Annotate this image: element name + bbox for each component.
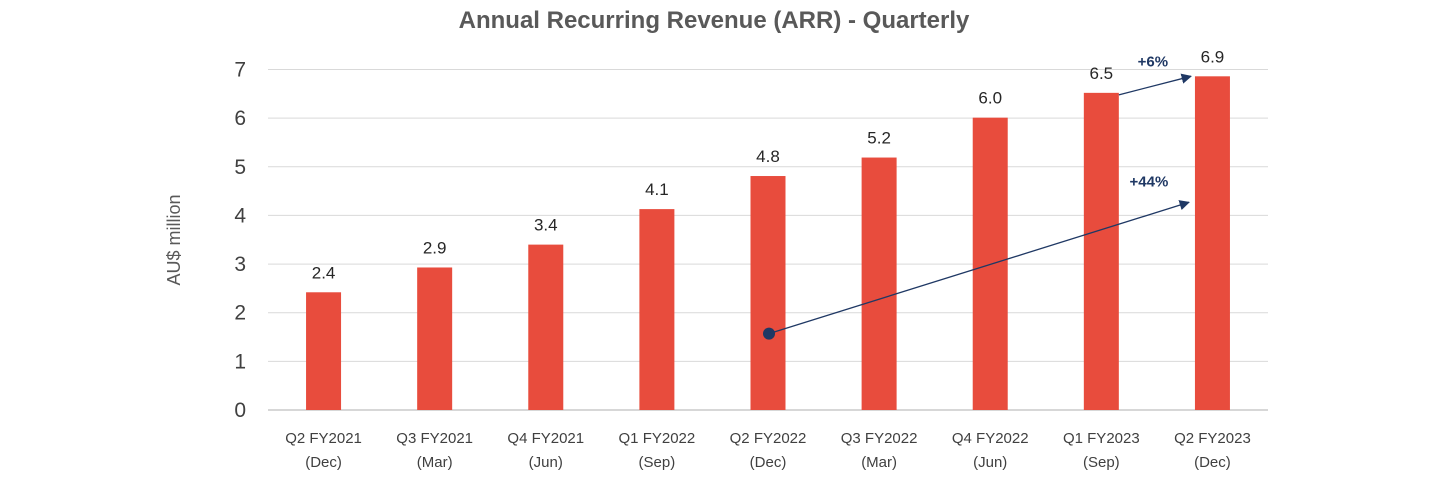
chart-title: Annual Recurring Revenue (ARR) - Quarter…	[459, 7, 970, 34]
x-tick-sublabel: (Dec)	[750, 454, 787, 471]
x-tick-sublabel: (Dec)	[1194, 454, 1231, 471]
y-tick-label: 6	[234, 107, 246, 130]
x-tick-sublabel: (Dec)	[305, 454, 342, 471]
data-labels: 2.4 2.9 3.4 4.1 4.8 5.2 6.0 6.5 6.9	[312, 47, 1225, 282]
x-tick-label: Q2 FY2021	[285, 430, 362, 447]
data-label: 4.8	[756, 147, 780, 166]
x-tick-sublabel: (Jun)	[973, 454, 1007, 471]
bar	[861, 157, 897, 410]
bar	[1083, 92, 1119, 410]
y-tick-label: 5	[234, 156, 246, 179]
data-label: 2.4	[312, 263, 336, 282]
x-tick-label: Q3 FY2022	[841, 430, 918, 447]
y-tick-label: 0	[234, 399, 246, 422]
growth-arrow-yoy	[768, 200, 1190, 335]
bar	[750, 176, 786, 410]
x-tick-sublabel: (Jun)	[529, 454, 563, 471]
x-tick-sublabel: (Sep)	[1083, 454, 1120, 471]
data-label: 6.5	[1090, 64, 1114, 83]
bars	[306, 76, 1230, 410]
y-tick-label: 2	[234, 302, 246, 325]
y-axis-ticks: 0 1 2 3 4 5 6 7	[234, 59, 246, 423]
x-tick-label: Q4 FY2021	[507, 430, 584, 447]
data-label: 2.9	[423, 238, 447, 257]
bar	[639, 209, 675, 410]
y-tick-label: 3	[234, 253, 246, 276]
bar	[1194, 76, 1230, 410]
data-label: 6.0	[978, 89, 1002, 108]
y-axis-label: AU$ million	[164, 194, 184, 285]
growth-label-yoy: +44%	[1130, 173, 1169, 190]
x-axis-ticks: Q2 FY2021 (Dec) Q3 FY2021 (Mar) Q4 FY2021 (Ju…	[285, 430, 1251, 471]
x-tick-label: Q4 FY2022	[952, 430, 1029, 447]
x-tick-label: Q1 FY2023	[1063, 430, 1140, 447]
growth-arrow-qoq	[1118, 73, 1192, 96]
x-tick-label: Q3 FY2021	[396, 430, 473, 447]
x-tick-sublabel: (Mar)	[417, 454, 453, 471]
y-tick-label: 7	[234, 59, 246, 82]
data-label: 3.4	[534, 216, 558, 235]
x-tick-sublabel: (Sep)	[639, 454, 676, 471]
x-tick-label: Q2 FY2023	[1174, 430, 1251, 447]
bar	[417, 267, 453, 410]
bar	[528, 244, 564, 410]
y-tick-label: 4	[234, 204, 246, 227]
growth-label-qoq: +6%	[1138, 53, 1168, 70]
x-tick-label: Q1 FY2022	[619, 430, 696, 447]
y-tick-label: 1	[234, 350, 246, 373]
data-label: 4.1	[645, 180, 669, 199]
x-tick-label: Q2 FY2022	[730, 430, 807, 447]
data-label: 6.9	[1201, 47, 1225, 66]
x-tick-sublabel: (Mar)	[861, 454, 897, 471]
annotations: +6% +44%	[763, 53, 1192, 340]
data-label: 5.2	[867, 129, 891, 148]
bar	[306, 292, 342, 410]
